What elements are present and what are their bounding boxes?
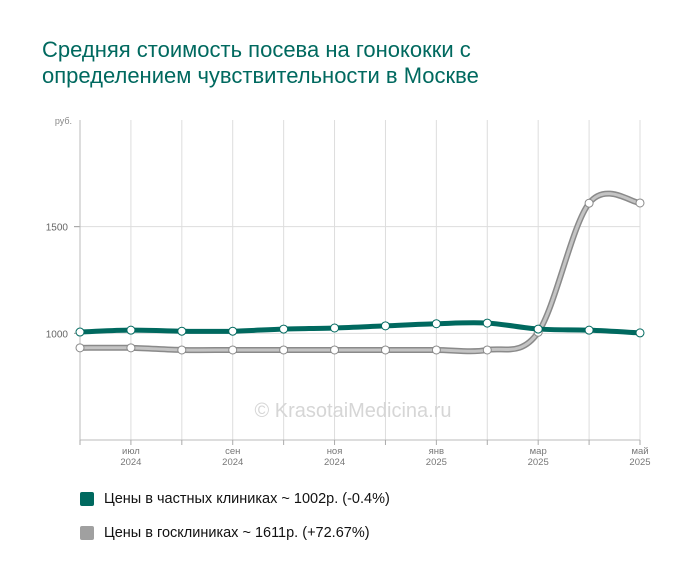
watermark: © KrasotaiMedicina.ru — [254, 400, 451, 422]
chart-title-line-1: Средняя стоимость посева на гонококки с — [42, 37, 471, 62]
data-point-private — [330, 323, 340, 333]
legend-item-private[interactable]: Цены в частных клиниках ~ 1002р. (-0.4%) — [80, 488, 390, 510]
data-point-private — [431, 319, 441, 329]
data-point-public — [177, 345, 187, 355]
chart-title-line-2: определением чувствительности в Москве — [42, 63, 479, 88]
data-point-private — [635, 328, 645, 338]
data-point-public — [330, 345, 340, 355]
data-point-public — [126, 343, 136, 353]
data-point-public — [482, 345, 492, 355]
x-tick-label-year: 2025 — [528, 457, 549, 468]
data-point-public — [431, 345, 441, 355]
legend-swatch-private — [80, 492, 94, 506]
legend-item-public[interactable]: Цены в госклиниках ~ 1611р. (+72.67%) — [80, 522, 390, 544]
chart-axes: 15001000руб.июл2024сен2024ноя2024янв2025… — [46, 116, 651, 468]
x-tick-label-month: ноя — [327, 446, 343, 457]
data-point-private — [126, 325, 136, 335]
data-point-public — [228, 345, 238, 355]
y-tick-label: 1000 — [46, 329, 69, 340]
x-tick-label-month: сен — [225, 446, 240, 457]
data-point-private — [177, 326, 187, 336]
y-tick-label: 1500 — [46, 223, 69, 234]
x-tick-label-month: май — [631, 446, 648, 457]
data-point-public — [635, 198, 645, 208]
y-axis-label: руб. — [55, 116, 72, 126]
x-tick-label-year: 2025 — [426, 457, 447, 468]
legend-label-public: Цены в госклиниках ~ 1611р. (+72.67%) — [104, 525, 370, 541]
data-point-public — [75, 343, 85, 353]
data-point-private — [75, 327, 85, 337]
series-line-private — [77, 320, 643, 336]
chart-title: Средняя стоимость посева на гонококки с … — [42, 37, 662, 89]
data-point-public — [584, 198, 594, 208]
x-tick-label-month: июл — [122, 446, 140, 457]
x-tick-label-month: мар — [530, 446, 547, 457]
data-point-public — [279, 345, 289, 355]
data-point-private — [279, 324, 289, 334]
data-point-private — [228, 326, 238, 336]
legend-swatch-public — [80, 526, 94, 540]
x-tick-label-year: 2024 — [324, 457, 345, 468]
data-point-public — [380, 345, 390, 355]
data-point-private — [380, 321, 390, 331]
x-tick-label-year: 2024 — [222, 457, 243, 468]
data-point-private — [584, 325, 594, 335]
legend: Цены в частных клиниках ~ 1002р. (-0.4%)… — [80, 488, 390, 556]
chart-points — [75, 198, 645, 355]
data-point-private — [482, 318, 492, 328]
chart-grid — [80, 120, 641, 440]
chart-series — [77, 190, 643, 355]
x-tick-label-year: 2024 — [120, 457, 141, 468]
x-tick-label-year: 2025 — [629, 457, 650, 468]
legend-label-private: Цены в частных клиниках ~ 1002р. (-0.4%) — [104, 491, 390, 507]
x-tick-label-month: янв — [429, 446, 444, 457]
data-point-private — [533, 324, 543, 334]
